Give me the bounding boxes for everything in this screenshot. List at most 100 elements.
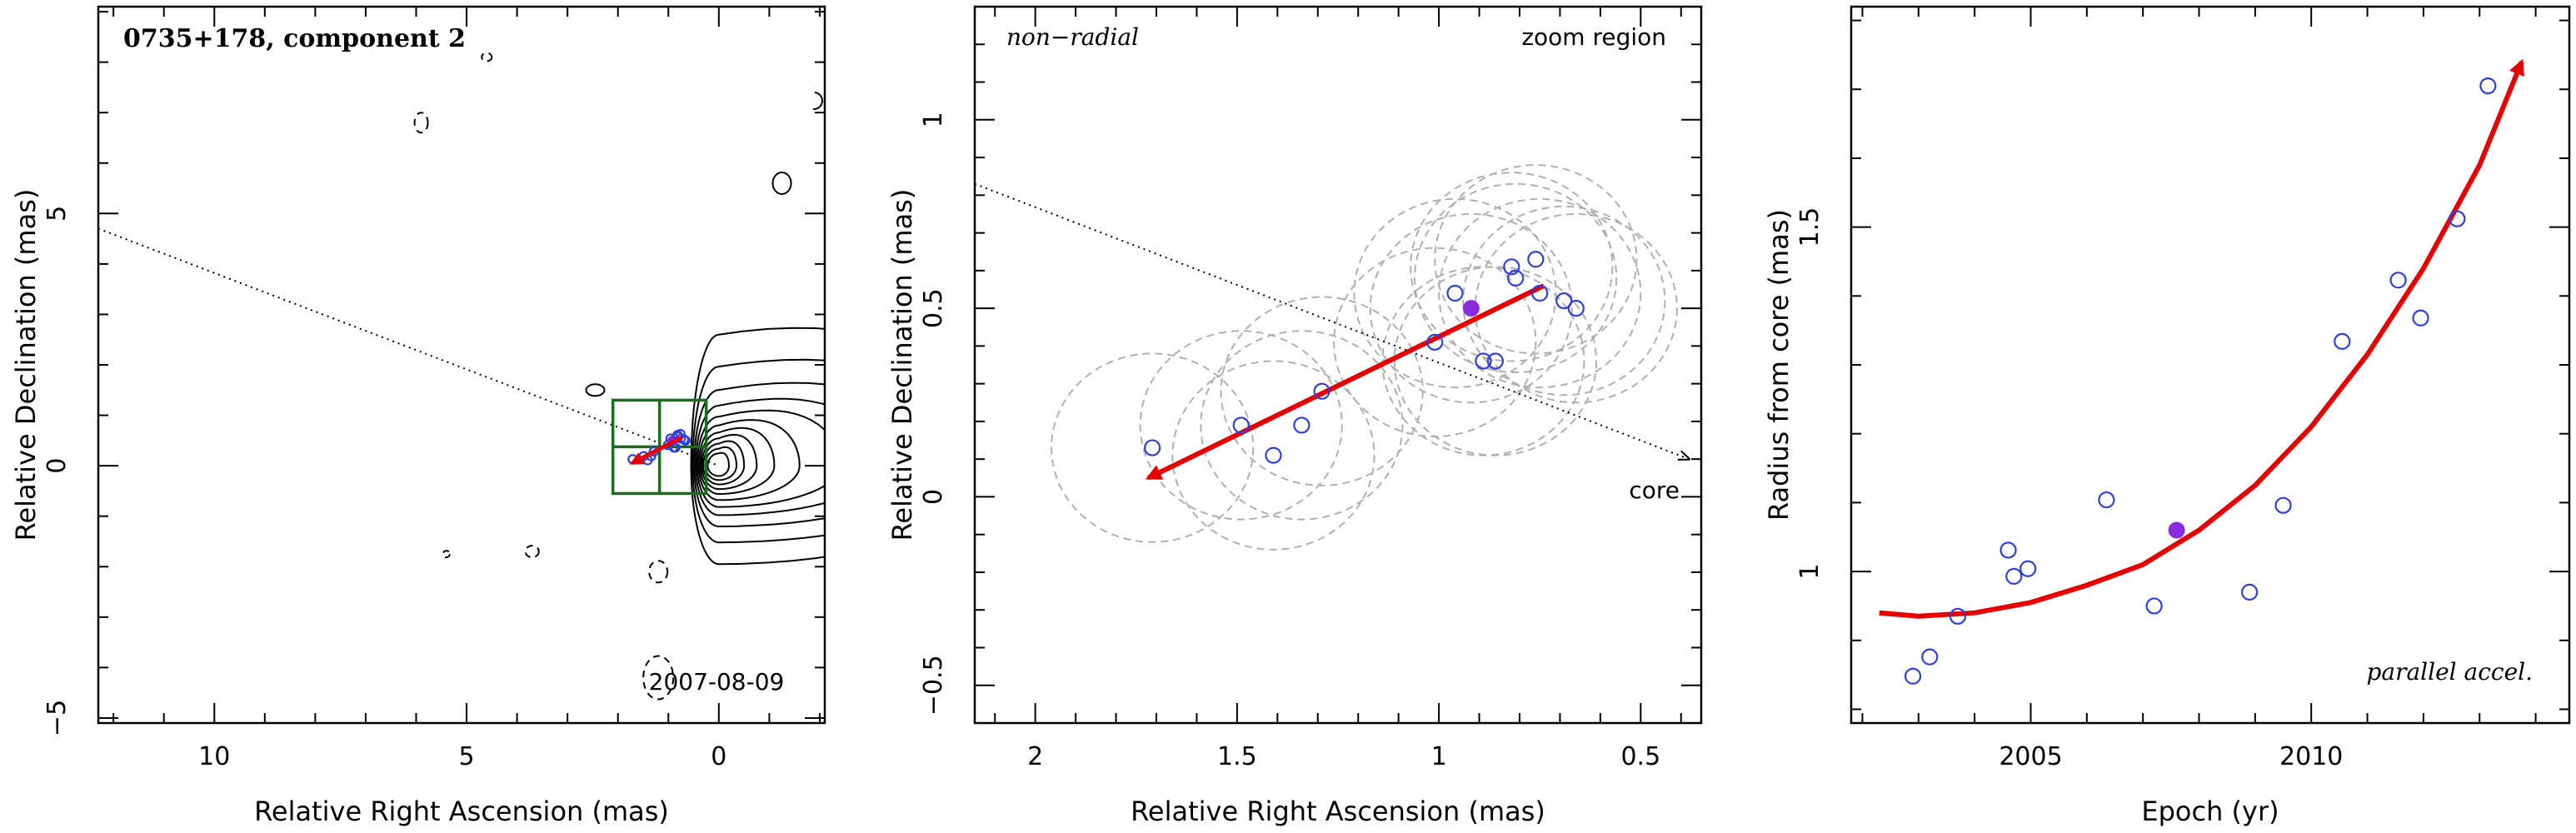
- contour-level: [691, 358, 825, 544]
- y-tick-label: 0.5: [919, 288, 948, 328]
- y-tick-label: 1: [1795, 564, 1825, 580]
- beam-circle: [1434, 164, 1638, 355]
- radius-ylabel: Radius from core (mas): [1763, 209, 1795, 521]
- contour-level: [699, 426, 776, 496]
- position-point: [1475, 352, 1492, 370]
- panel-zoom: 2 1.5 1 0.5 1 0.5 0 −0.5 non−radial zoom region…: [886, 5, 1703, 827]
- zoom-plot-area: [975, 164, 1689, 551]
- position-point: [1313, 382, 1330, 400]
- beam-circle: [1438, 197, 1642, 389]
- epoch-label: 2007-08-09: [649, 668, 785, 696]
- panel-contour-map: 10 5 0 5 0 −5 0735+178, component 2 2007-08-0…: [10, 5, 826, 827]
- position-point: [1265, 446, 1282, 464]
- beam-circle: [1333, 247, 1537, 437]
- position-point: [1567, 300, 1585, 317]
- zoom-region-label: zoom region: [1521, 23, 1666, 51]
- radius-points: [1904, 77, 2497, 685]
- zoom-frame: [973, 5, 1703, 725]
- position-point: [1446, 284, 1464, 302]
- beam-circle: [1369, 212, 1573, 404]
- y-tick-label: 5: [42, 206, 72, 222]
- non-radial-label: non−radial: [1006, 23, 1139, 51]
- radius-point: [2449, 210, 2466, 227]
- contour-map-ylabel: Relative Declination (mas): [10, 189, 42, 541]
- contour-level: [696, 409, 825, 508]
- radius-point: [2241, 583, 2259, 601]
- beam-circle: [1139, 330, 1343, 521]
- contour-blob: [771, 171, 792, 195]
- beam-circle: [1410, 172, 1614, 362]
- radius-point: [1999, 541, 2017, 559]
- contour-level: [697, 419, 801, 501]
- beam-circle: [1051, 352, 1255, 543]
- radius-point: [2019, 560, 2037, 577]
- contour-level: [701, 433, 758, 491]
- radius-point: [2412, 309, 2429, 327]
- beam-circle: [1171, 360, 1375, 551]
- y-tick-label: 0: [919, 489, 948, 505]
- contour-map-frame: [97, 5, 826, 725]
- beam-circle: [1200, 330, 1404, 521]
- radius-point: [2274, 496, 2292, 514]
- radius-point: [2145, 597, 2163, 615]
- core-label: core: [1629, 476, 1680, 504]
- x-tick-label: 10: [198, 742, 230, 771]
- beam-circles: [1051, 164, 1678, 551]
- x-tick-label: 1.5: [1217, 742, 1257, 771]
- position-point: [680, 435, 691, 446]
- contour-level: [702, 440, 746, 486]
- x-tick-label: 2: [1027, 742, 1043, 771]
- negative-contour: [648, 560, 669, 584]
- contour-map-plot-area: [98, 52, 825, 701]
- contour-level: [694, 397, 825, 516]
- motion-vector: [629, 435, 683, 466]
- beam-circle: [1462, 205, 1666, 397]
- contour-level: [706, 451, 730, 477]
- component-positions: [1144, 251, 1585, 464]
- negative-contour: [524, 545, 540, 559]
- contour-level: [693, 382, 825, 528]
- position-point: [1503, 258, 1520, 276]
- contour-blob: [585, 383, 606, 397]
- radius-axes: 2005 2010 1 1.5: [1795, 7, 2569, 771]
- x-tick-label: 1: [1431, 742, 1447, 771]
- position-point: [1144, 439, 1161, 456]
- y-tick-label: 1: [919, 112, 948, 127]
- radius-plot-area: [1879, 58, 2524, 685]
- zoom-ylabel: Relative Declination (mas): [886, 189, 918, 541]
- radius-point: [1921, 648, 1939, 666]
- radius-xlabel: Epoch (yr): [2141, 796, 2279, 827]
- beam-circle: [1393, 266, 1598, 456]
- position-point: [1462, 300, 1480, 317]
- contour-map-xlabel: Relative Right Ascension (mas): [254, 796, 669, 827]
- x-tick-label: 0.5: [1620, 742, 1660, 771]
- negative-contour: [481, 52, 493, 62]
- y-tick-label: −0.5: [919, 655, 948, 716]
- position-point: [1232, 416, 1250, 434]
- position-point: [1293, 416, 1310, 434]
- radius-point: [2098, 491, 2115, 509]
- y-tick-label: 0: [42, 458, 72, 474]
- contour-blob: [812, 91, 823, 110]
- position-point: [1527, 251, 1545, 268]
- contour-level: [690, 327, 825, 566]
- radius-point: [1904, 667, 1922, 685]
- x-tick-label: 0: [711, 742, 726, 771]
- acceleration-fit-curve: [1879, 58, 2524, 619]
- radius-point: [2479, 77, 2497, 95]
- motion-vector: [1145, 283, 1545, 481]
- jet-axis-line: [98, 227, 720, 467]
- zoom-axes: 2 1.5 1 0.5 1 0.5 0 −0.5: [919, 6, 1701, 771]
- x-tick-label: 2005: [1999, 742, 2062, 771]
- beam-circle: [1414, 182, 1618, 374]
- zoom-xlabel: Relative Right Ascension (mas): [1131, 796, 1545, 827]
- position-point: [1486, 352, 1505, 370]
- source-label: 0735+178, component 2: [123, 24, 466, 53]
- negative-contour: [442, 550, 451, 559]
- radius-point: [2168, 521, 2185, 539]
- radius-point: [2334, 332, 2351, 350]
- negative-contour: [413, 112, 429, 134]
- contour-map-axes: 10 5 0 5 0 −5: [42, 7, 825, 771]
- x-tick-label: 5: [459, 742, 475, 771]
